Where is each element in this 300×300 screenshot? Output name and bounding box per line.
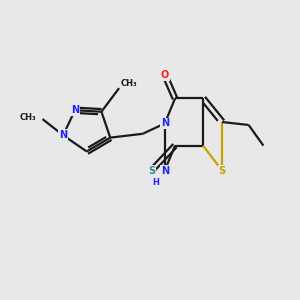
Text: H: H bbox=[152, 178, 159, 188]
Text: S: S bbox=[148, 166, 155, 176]
Text: S: S bbox=[219, 166, 226, 176]
Text: N: N bbox=[161, 166, 169, 176]
Text: CH₃: CH₃ bbox=[121, 79, 137, 88]
Text: CH₃: CH₃ bbox=[20, 113, 37, 122]
Text: N: N bbox=[71, 105, 79, 115]
Text: N: N bbox=[161, 118, 169, 128]
Text: N: N bbox=[59, 130, 67, 140]
Text: O: O bbox=[160, 70, 169, 80]
